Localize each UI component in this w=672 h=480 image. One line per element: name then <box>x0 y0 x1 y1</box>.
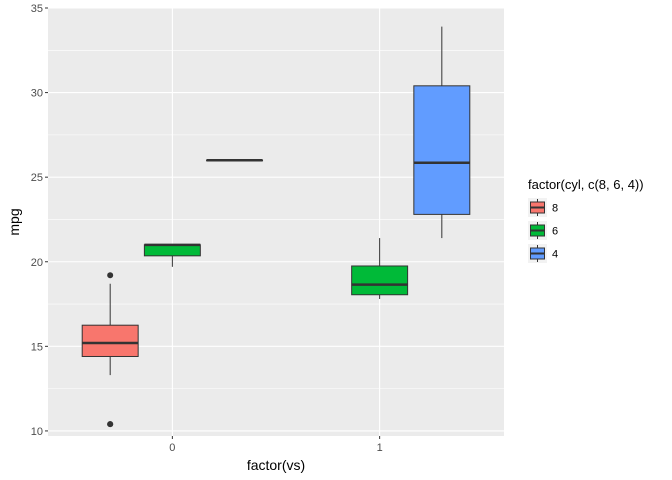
legend-title: factor(cyl, c(8, 6, 4)) <box>528 177 644 192</box>
y-axis: 10 15 20 25 30 35 <box>31 3 48 438</box>
boxplot-boxes <box>81 26 471 428</box>
x-tick-label: 0 <box>169 442 175 454</box>
plot-panel <box>48 8 504 436</box>
legend-item-label: 6 <box>552 226 558 238</box>
y-tick-label: 15 <box>31 341 43 353</box>
legend-item-6: 6 <box>528 221 558 240</box>
box-4-vs-0 <box>206 159 264 162</box>
y-tick-label: 30 <box>31 88 43 100</box>
box-6-vs-1 <box>351 238 409 299</box>
box-8-vs-0 <box>81 272 139 428</box>
y-axis-title: mpg <box>6 208 22 235</box>
box-6-vs-0 <box>143 243 201 267</box>
x-axis-title: factor(vs) <box>247 457 305 473</box>
box-body <box>143 244 201 257</box>
box-body <box>81 324 139 357</box>
legend: factor(cyl, c(8, 6, 4)) 8 6 4 <box>528 177 644 263</box>
y-tick-label: 20 <box>31 257 43 269</box>
y-tick-label: 10 <box>31 426 43 438</box>
box-4-vs-1 <box>413 26 471 239</box>
outlier-point <box>107 272 114 279</box>
y-tick-label: 35 <box>31 3 43 15</box>
legend-item-label: 4 <box>552 249 558 261</box>
outlier-point <box>107 421 114 428</box>
box-body <box>351 265 409 296</box>
y-tick-label: 25 <box>31 172 43 184</box>
legend-item-4: 4 <box>528 244 558 263</box>
legend-item-8: 8 <box>528 198 558 217</box>
box-body <box>413 85 471 215</box>
legend-item-label: 8 <box>552 203 558 215</box>
x-tick-label: 1 <box>377 442 383 454</box>
